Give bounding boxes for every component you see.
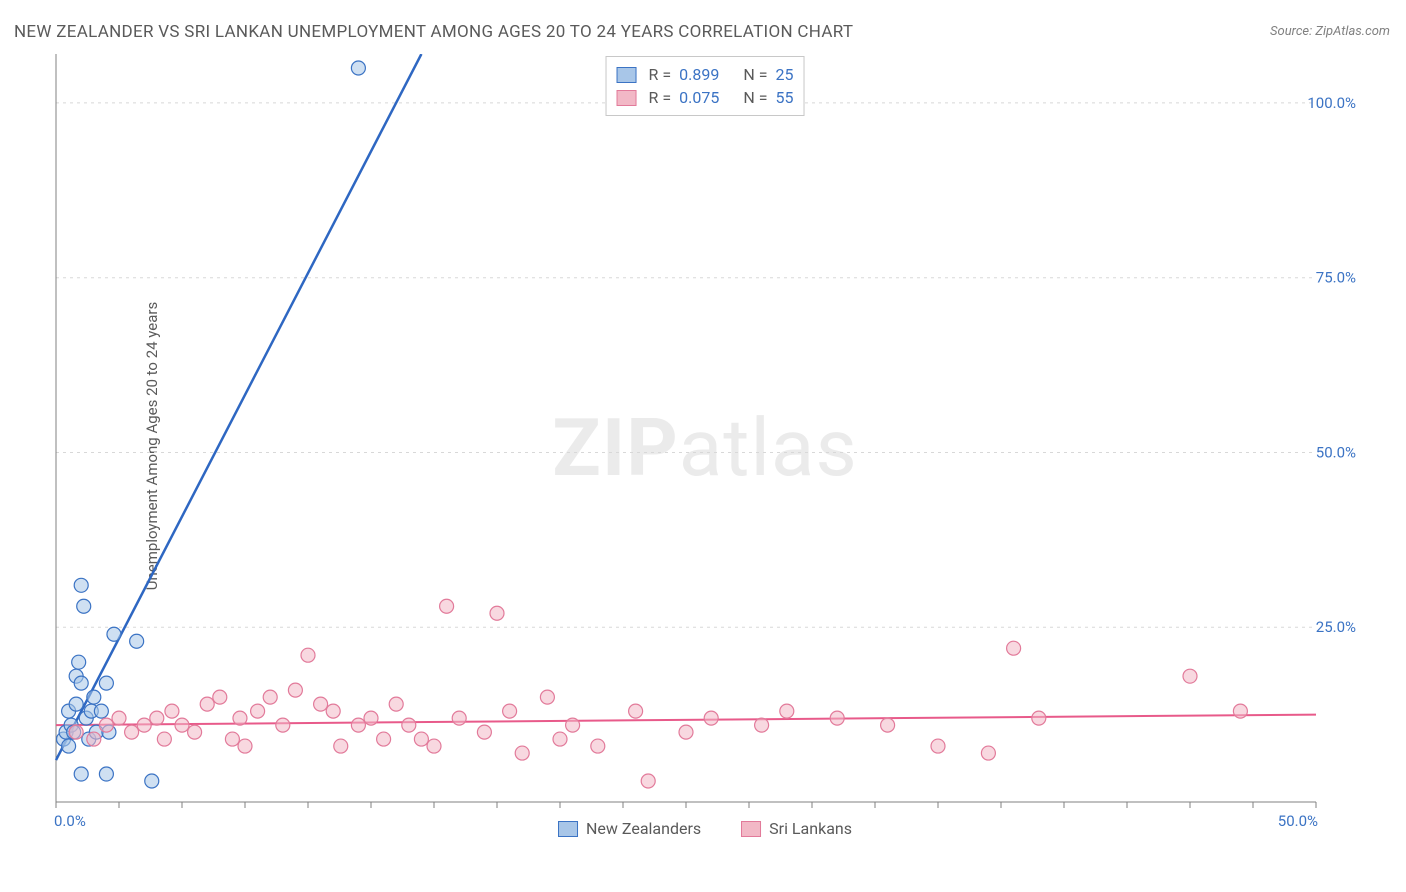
legend-correlation: R = 0.899 N = 25 R = 0.075 N = 55: [606, 56, 805, 116]
svg-text:50.0%: 50.0%: [1278, 812, 1318, 830]
n-value-nz: 25: [775, 65, 793, 84]
swatch-sl-bottom: [741, 821, 761, 837]
svg-text:75.0%: 75.0%: [1316, 269, 1356, 287]
plot-area: ZIPatlas 25.0%50.0%75.0%100.0%0.0%50.0% …: [50, 54, 1360, 842]
legend-label-nz: New Zealanders: [586, 819, 701, 838]
n-value-sl: 55: [775, 88, 793, 107]
legend-label-sl: Sri Lankans: [769, 819, 852, 838]
legend-item-nz: New Zealanders: [558, 819, 701, 838]
legend-row-sl: R = 0.075 N = 55: [617, 86, 794, 109]
chart-svg: 25.0% 50.0% 75.0% 100.0% 0.0% 50.0%: [50, 54, 1360, 842]
svg-text:0.0%: 0.0%: [54, 812, 86, 830]
svg-text:50.0%: 50.0%: [1316, 443, 1356, 461]
legend-row-nz: R = 0.899 N = 25: [617, 63, 794, 86]
n-label: N =: [743, 88, 767, 107]
chart-title: NEW ZEALANDER VS SRI LANKAN UNEMPLOYMENT…: [14, 22, 853, 42]
r-label: R =: [649, 65, 672, 84]
r-value-sl: 0.075: [679, 88, 719, 107]
r-label: R =: [649, 88, 672, 107]
legend-item-sl: Sri Lankans: [741, 819, 852, 838]
svg-text:100.0%: 100.0%: [1307, 94, 1356, 112]
swatch-nz-bottom: [558, 821, 578, 837]
source-text: Source: ZipAtlas.com: [1270, 24, 1390, 39]
swatch-nz: [617, 67, 637, 83]
swatch-sl: [617, 90, 637, 106]
r-value-nz: 0.899: [679, 65, 719, 84]
n-label: N =: [743, 65, 767, 84]
svg-text:25.0%: 25.0%: [1316, 618, 1356, 636]
legend-series: New Zealanders Sri Lankans: [558, 819, 852, 838]
